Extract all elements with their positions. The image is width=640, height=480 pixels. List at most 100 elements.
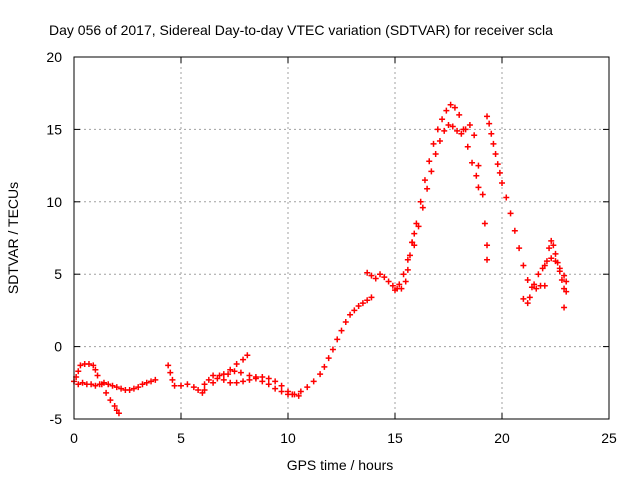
data-point bbox=[404, 256, 411, 263]
data-point bbox=[321, 363, 328, 370]
data-point bbox=[462, 126, 469, 133]
data-point bbox=[419, 204, 426, 211]
data-point bbox=[411, 230, 418, 237]
data-point bbox=[210, 379, 217, 386]
data-point bbox=[411, 242, 418, 249]
data-point bbox=[216, 372, 223, 379]
data-point bbox=[252, 375, 259, 382]
data-point bbox=[329, 346, 336, 353]
data-point bbox=[406, 252, 413, 259]
data-point bbox=[552, 258, 559, 265]
data-point bbox=[464, 143, 471, 150]
data-point bbox=[201, 387, 208, 394]
data-point bbox=[432, 151, 439, 158]
data-point bbox=[541, 282, 548, 289]
y-axis-ticks: -5 0 5 10 15 20 bbox=[46, 49, 609, 427]
data-point bbox=[139, 381, 146, 388]
data-point bbox=[233, 360, 240, 367]
data-point bbox=[507, 210, 514, 217]
data-point bbox=[88, 381, 95, 388]
data-point bbox=[381, 274, 388, 281]
data-point bbox=[456, 111, 463, 118]
data-point bbox=[479, 191, 486, 198]
data-point bbox=[265, 375, 272, 382]
data-point bbox=[118, 385, 125, 392]
data-point bbox=[317, 371, 324, 378]
data-point bbox=[98, 381, 105, 388]
data-point bbox=[143, 379, 150, 386]
data-point bbox=[190, 384, 197, 391]
data-point bbox=[171, 382, 178, 389]
data-point bbox=[272, 378, 279, 385]
x-tick-label: 5 bbox=[177, 430, 185, 446]
data-point bbox=[115, 410, 122, 417]
data-point bbox=[558, 276, 565, 283]
data-point bbox=[426, 158, 433, 165]
data-point bbox=[325, 355, 332, 362]
data-point bbox=[520, 262, 527, 269]
data-point bbox=[359, 300, 366, 307]
data-point bbox=[272, 385, 279, 392]
y-tick-label: 0 bbox=[54, 339, 62, 355]
data-point bbox=[546, 245, 553, 252]
data-point bbox=[526, 294, 533, 301]
y-axis-label: SDTVAR / TECUs bbox=[5, 182, 21, 294]
data-point bbox=[396, 281, 403, 288]
data-point bbox=[503, 194, 510, 201]
data-point bbox=[417, 198, 424, 205]
data-point bbox=[449, 123, 456, 130]
data-point bbox=[259, 378, 266, 385]
data-point bbox=[469, 159, 476, 166]
data-point bbox=[265, 381, 272, 388]
x-tick-label: 15 bbox=[387, 430, 403, 446]
data-point bbox=[90, 362, 97, 369]
data-point bbox=[364, 297, 371, 304]
data-point bbox=[475, 184, 482, 191]
data-point bbox=[291, 391, 298, 398]
data-point bbox=[550, 242, 557, 249]
data-point bbox=[404, 266, 411, 273]
data-point bbox=[342, 318, 349, 325]
data-point bbox=[105, 381, 112, 388]
data-point bbox=[167, 369, 174, 376]
data-point bbox=[458, 130, 465, 137]
data-point bbox=[428, 168, 435, 175]
data-point bbox=[244, 352, 251, 359]
y-tick-label: 20 bbox=[46, 49, 62, 65]
x-tick-label: 20 bbox=[494, 430, 510, 446]
data-point bbox=[490, 140, 497, 147]
data-point bbox=[237, 369, 244, 376]
data-point bbox=[130, 385, 137, 392]
data-point bbox=[79, 379, 86, 386]
data-point bbox=[240, 378, 247, 385]
data-point bbox=[511, 227, 518, 234]
data-point bbox=[240, 356, 247, 363]
data-point bbox=[436, 137, 443, 144]
data-point bbox=[278, 388, 285, 395]
data-points bbox=[71, 101, 570, 417]
data-point bbox=[148, 378, 155, 385]
data-point bbox=[398, 285, 405, 292]
data-point bbox=[92, 366, 99, 373]
data-point bbox=[227, 366, 234, 373]
data-point bbox=[205, 376, 212, 383]
data-point bbox=[552, 250, 559, 257]
data-point bbox=[389, 282, 396, 289]
data-point bbox=[295, 392, 302, 399]
data-point bbox=[126, 387, 133, 394]
data-point bbox=[377, 271, 384, 278]
data-point bbox=[441, 127, 448, 134]
data-point bbox=[484, 113, 491, 120]
data-point bbox=[454, 127, 461, 134]
data-point bbox=[473, 172, 480, 179]
data-point bbox=[561, 272, 568, 279]
data-point bbox=[402, 278, 409, 285]
data-point bbox=[486, 120, 493, 127]
data-point bbox=[496, 169, 503, 176]
data-point bbox=[466, 122, 473, 129]
data-point bbox=[246, 372, 253, 379]
data-point bbox=[165, 362, 172, 369]
data-point bbox=[227, 379, 234, 386]
data-point bbox=[310, 378, 317, 385]
data-point bbox=[195, 387, 202, 394]
